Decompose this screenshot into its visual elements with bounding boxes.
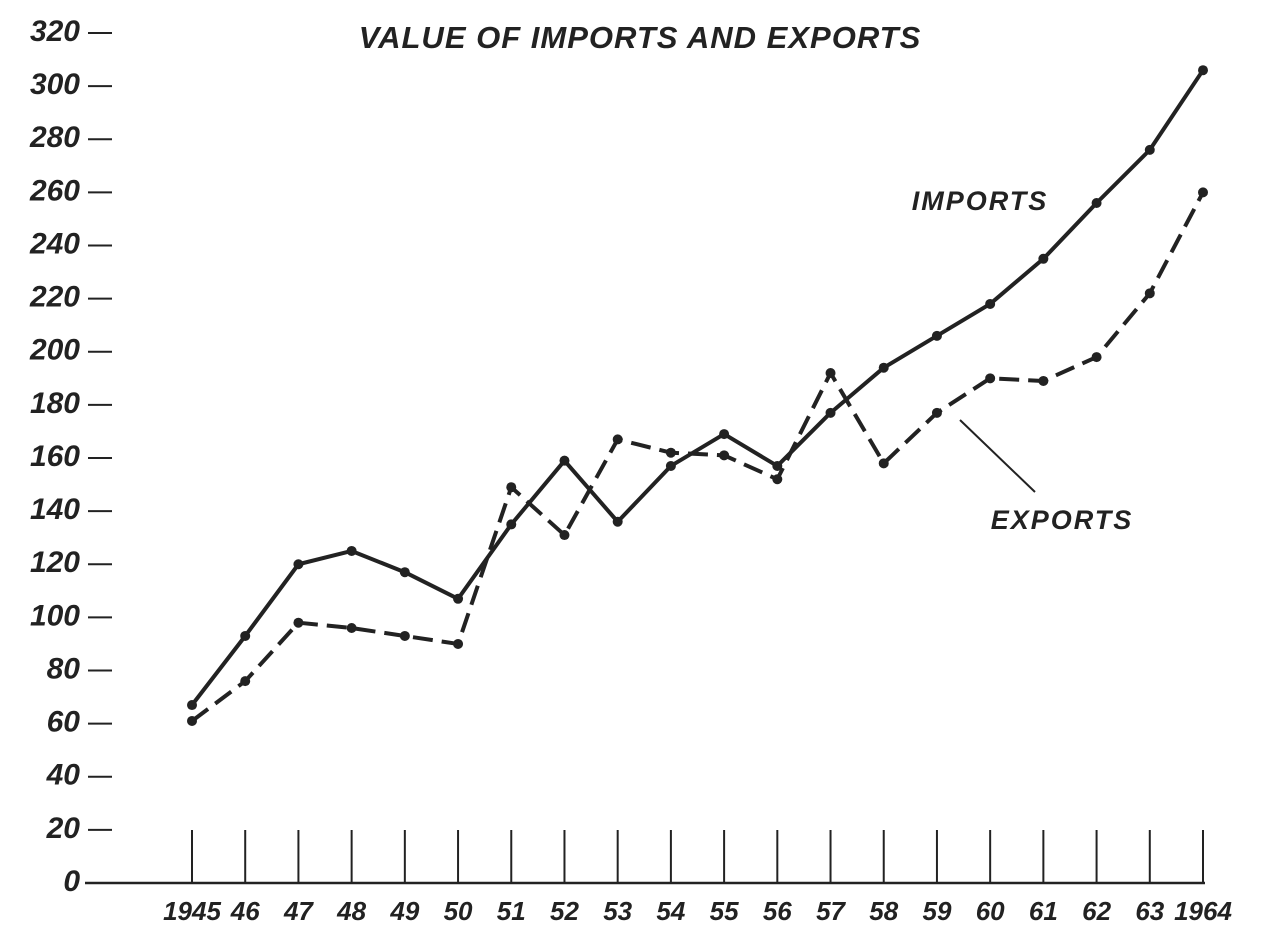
y-tick-label: 140 [30,493,80,526]
x-tick-label: 49 [389,896,419,926]
y-tick-label: 120 [30,546,80,579]
point [293,617,304,628]
point [240,676,251,687]
x-tick-label: 52 [550,896,579,926]
x-tick-label: 58 [869,896,898,926]
point [187,715,197,726]
point [665,460,676,471]
point [1091,198,1102,208]
point [985,298,996,309]
x-tick-label: 60 [976,896,1005,926]
point [665,447,676,458]
point [1198,187,1208,198]
chart-title: VALUE OF IMPORTS AND EXPORTS [359,20,922,55]
x-tick-label: 51 [497,896,526,926]
series-label: EXPORTS [991,505,1134,535]
point [719,450,730,461]
x-tick-label: 63 [1135,896,1164,926]
y-tick-label: 20 [46,812,81,845]
y-tick-label: 160 [30,440,80,473]
x-tick-label: 46 [230,896,260,926]
x-tick-label: 53 [603,896,632,926]
point [1198,65,1208,76]
x-tick-label: 50 [444,896,473,926]
y-tick-label: 200 [29,334,80,367]
x-tick-label: 54 [656,896,685,926]
point [1144,288,1155,299]
line [190,191,1205,723]
x-tick-label: 55 [710,896,739,926]
y-tick-label: 0 [63,865,80,898]
y-tick-label: 240 [29,227,80,260]
point [772,460,783,471]
y-tick-label: 100 [30,599,80,632]
point [559,530,570,541]
point [559,455,570,466]
point [293,559,304,570]
x-tick-label: 61 [1029,896,1058,926]
point [878,362,889,373]
point [719,429,730,440]
point [240,630,251,641]
x-tick-label: 1964 [1174,896,1232,926]
pointer-line [959,419,1036,493]
point [1038,253,1049,264]
x-tick-label: 48 [336,896,366,926]
point [825,368,836,378]
point [1091,352,1102,363]
series-label: IMPORTS [912,186,1049,216]
point [506,482,517,493]
x-tick-label: 47 [283,896,314,926]
point [346,623,357,633]
point [187,700,197,711]
point [346,545,357,556]
y-tick-label: 40 [46,759,81,792]
y-tick-label: 260 [29,174,80,207]
y-tick-label: 60 [47,706,81,739]
point [399,630,410,641]
x-tick-label: 62 [1082,896,1111,926]
point [878,458,889,469]
point [1144,144,1155,155]
point [825,407,836,418]
x-tick-label: 1945 [163,896,221,926]
point [985,373,996,384]
point [931,330,942,341]
point [612,516,623,527]
y-tick-label: 320 [30,15,80,48]
line [190,69,1205,707]
point [772,474,783,485]
y-tick-label: 280 [29,121,80,154]
y-tick-label: 300 [30,68,80,101]
y-tick-label: 180 [30,387,80,420]
point [612,434,623,445]
x-tick-label: 57 [816,896,846,926]
y-tick-label: 220 [29,281,80,314]
point [453,593,464,604]
point [453,638,464,649]
y-tick-label: 80 [47,652,81,685]
point [931,407,942,418]
point [399,567,410,578]
x-tick-label: 56 [763,896,792,926]
x-tick-label: 59 [922,896,951,926]
point [1038,375,1049,386]
point [506,519,517,530]
